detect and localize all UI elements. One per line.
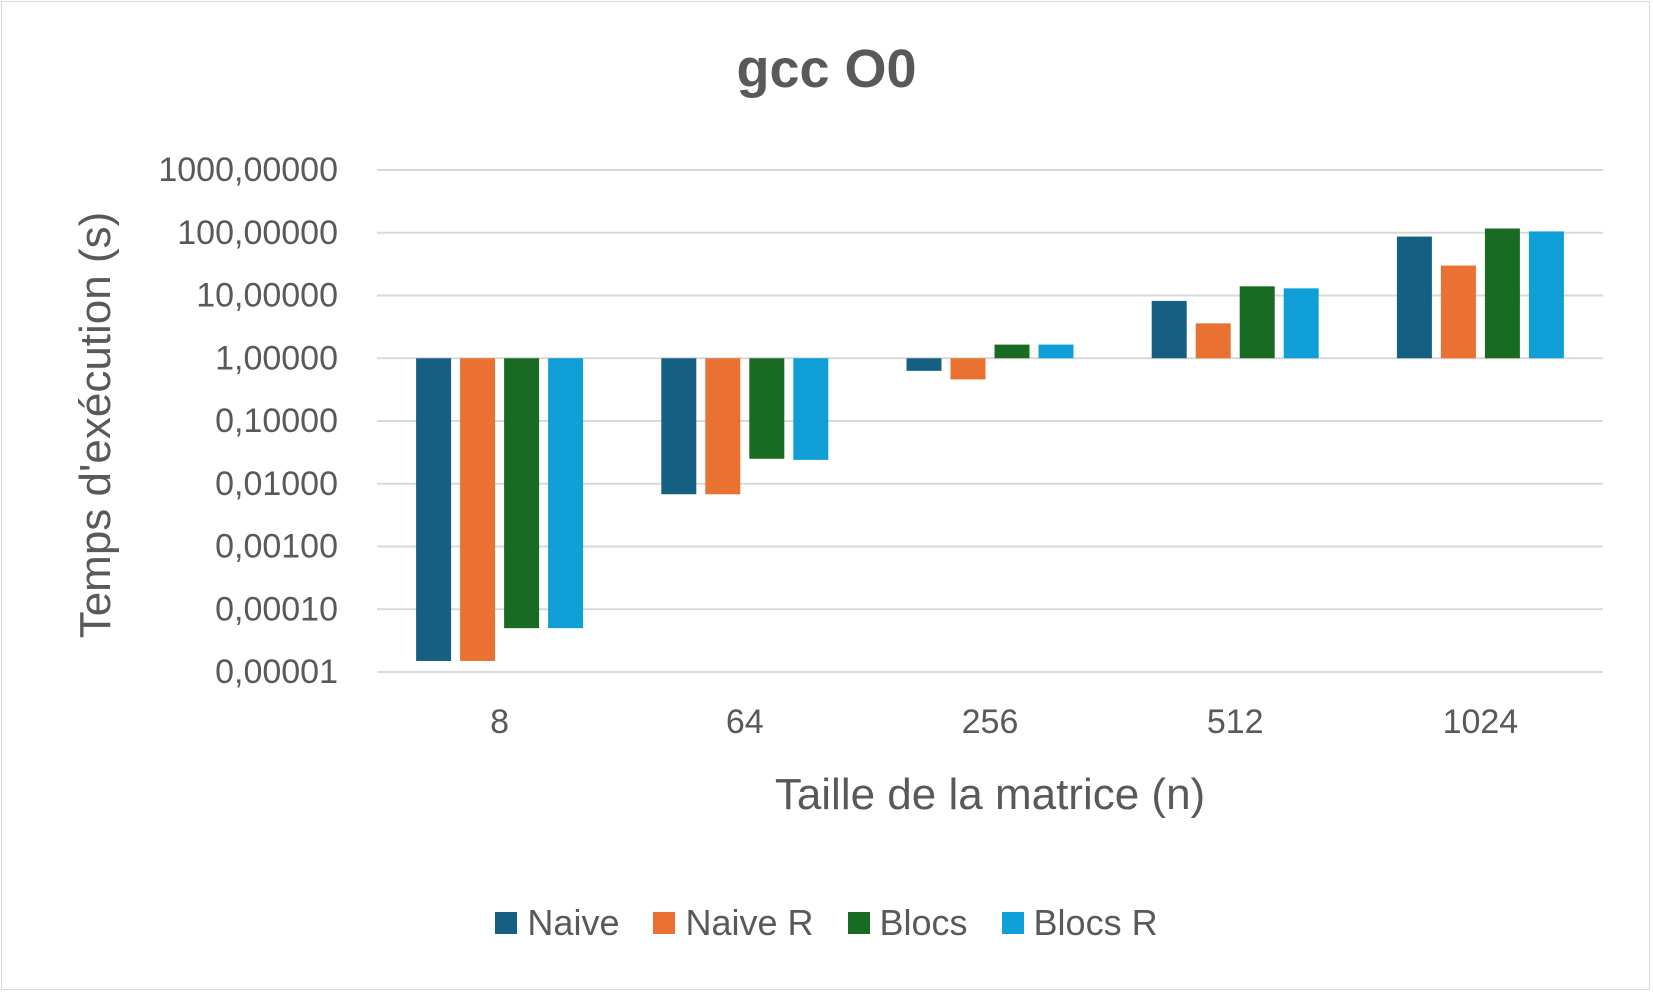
y-tick-label: 0,10000 — [215, 402, 338, 440]
bar-blocs-r-8 — [548, 358, 584, 629]
bar-blocs-8 — [504, 358, 540, 629]
x-tick-label: 8 — [490, 703, 509, 741]
x-tick-label: 512 — [1207, 703, 1264, 741]
legend-item: Blocs — [847, 902, 968, 944]
x-tick-label: 1024 — [1443, 703, 1519, 741]
legend-item: Blocs R — [1001, 902, 1158, 944]
legend-item: Naive R — [653, 902, 814, 944]
bar-blocs-r-64 — [793, 358, 829, 460]
y-tick-label: 1000,00000 — [158, 151, 338, 189]
bar-naive-r-256 — [950, 358, 986, 380]
bar-blocs-1024 — [1484, 228, 1520, 359]
legend-label: Naive R — [685, 902, 814, 943]
y-tick-label: 0,01000 — [215, 465, 338, 503]
bar-blocs-r-1024 — [1528, 231, 1564, 359]
y-tick-label: 0,00100 — [215, 528, 338, 566]
y-tick-label: 100,00000 — [177, 214, 338, 252]
bars — [416, 228, 1564, 661]
bar-blocs-r-512 — [1283, 288, 1319, 359]
legend-swatch — [495, 912, 518, 934]
legend-swatch — [653, 912, 676, 934]
bar-naive-256 — [906, 358, 942, 371]
y-tick-label: 0,00010 — [215, 590, 338, 628]
bar-blocs-64 — [749, 358, 785, 459]
chart-title: gcc O0 — [736, 39, 917, 99]
x-axis-title: Taille de la matrice (n) — [774, 770, 1206, 819]
legend-label: Naive — [527, 902, 620, 943]
bar-naive-512 — [1151, 300, 1187, 359]
bar-naive-r-1024 — [1440, 265, 1476, 359]
y-tick-label: 1,00000 — [215, 339, 338, 377]
bar-naive-64 — [661, 358, 697, 495]
legend-label: Blocs R — [1033, 902, 1158, 943]
legend: Naive Naive R Blocs Blocs R — [0, 902, 1653, 944]
y-tick-label: 0,00001 — [215, 653, 338, 691]
x-tick-label: 64 — [726, 703, 764, 741]
bar-naive-r-64 — [705, 358, 741, 495]
legend-swatch — [847, 912, 870, 934]
bar-naive-8 — [416, 358, 452, 661]
legend-item: Naive — [495, 902, 619, 944]
y-tick-labels: 1000,00000 100,00000 10,00000 1,00000 0,1000… — [158, 151, 338, 691]
bar-blocs-256 — [994, 344, 1030, 359]
bar-naive-r-512 — [1195, 323, 1231, 359]
legend-swatch — [1001, 912, 1024, 934]
bar-blocs-r-256 — [1038, 344, 1074, 359]
y-tick-label: 10,00000 — [196, 277, 338, 315]
x-tick-labels: 8 64 256 512 1024 — [490, 703, 1518, 741]
legend-label: Blocs — [879, 902, 968, 943]
bar-naive-1024 — [1396, 236, 1432, 359]
x-tick-label: 256 — [962, 703, 1019, 741]
bar-blocs-512 — [1239, 286, 1275, 359]
bar-naive-r-8 — [460, 358, 496, 661]
